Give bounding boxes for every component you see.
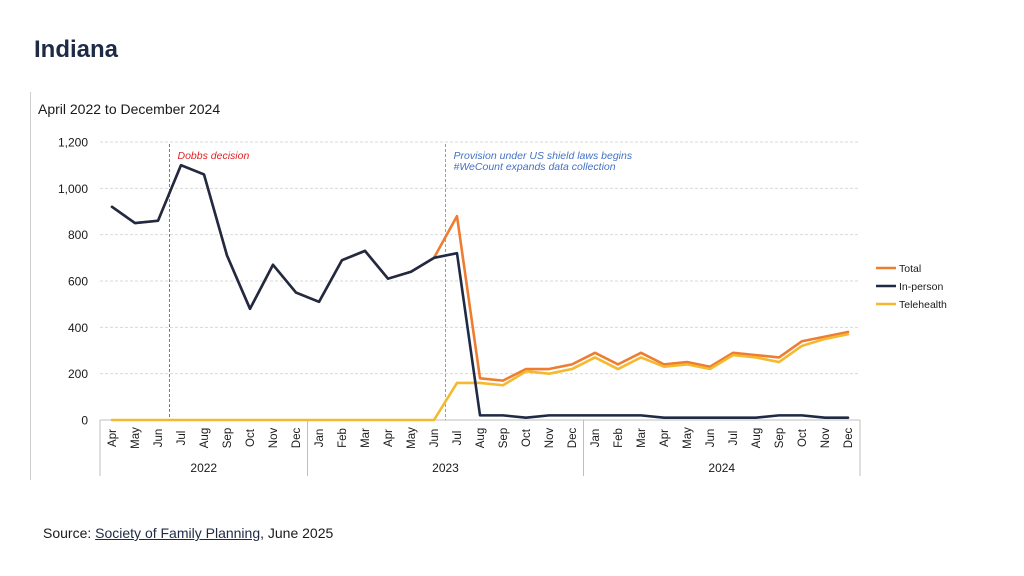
x-tick-label: Jan — [314, 429, 326, 448]
x-tick-label: Mar — [636, 428, 648, 448]
annotation-text: Dobbs decision — [178, 150, 250, 162]
x-tick-label: Dec — [291, 428, 303, 449]
y-tick-label: 1,000 — [58, 182, 88, 196]
source-suffix: , June 2025 — [260, 525, 334, 541]
x-tick-label: Feb — [613, 428, 625, 448]
x-tick-label: Mar — [360, 428, 372, 448]
source-prefix: Source: — [43, 525, 96, 541]
x-tick-label: Jun — [705, 429, 717, 448]
source-link[interactable]: Society of Family Planning — [95, 525, 261, 541]
x-tick-label: Apr — [659, 429, 671, 447]
x-tick-label: Jul — [452, 431, 464, 446]
y-tick-label: 0 — [81, 414, 88, 428]
year-label: 2023 — [432, 461, 459, 475]
x-tick-label: Nov — [820, 428, 832, 449]
x-tick-label: Aug — [475, 428, 487, 448]
x-tick-label: Nov — [268, 428, 280, 449]
page-title: Indiana — [34, 36, 119, 63]
chart-frame-divider — [30, 92, 31, 480]
x-tick-label: Dec — [567, 428, 579, 449]
y-tick-label: 800 — [68, 228, 88, 242]
x-tick-label: May — [682, 427, 694, 449]
x-tick-label: Apr — [383, 429, 395, 447]
year-label: 2022 — [190, 461, 217, 475]
y-tick-label: 600 — [68, 275, 88, 289]
annotation-text: Provision under US shield laws begins — [454, 150, 633, 162]
chart-title: April 2022 to December 2024 — [38, 101, 221, 117]
source-note: Source: Society of Family Planning, June… — [43, 525, 333, 541]
series-line-in-person — [110, 163, 850, 419]
legend-label: In-person — [899, 281, 944, 293]
x-tick-label: Sep — [498, 428, 510, 448]
series-line-telehealth — [110, 332, 850, 422]
x-tick-label: Nov — [544, 428, 556, 449]
x-tick-label: Feb — [337, 428, 349, 448]
x-tick-label: Oct — [245, 428, 257, 447]
x-tick-label: Jun — [429, 429, 441, 448]
x-tick-label: May — [406, 427, 418, 449]
x-tick-label: Sep — [774, 428, 786, 448]
y-tick-label: 200 — [68, 367, 88, 381]
x-tick-label: Sep — [222, 428, 234, 448]
x-tick-label: Aug — [751, 428, 763, 448]
x-tick-label: Dec — [843, 428, 855, 449]
series-line-total — [110, 163, 850, 382]
x-tick-label: Jul — [176, 431, 188, 446]
x-tick-label: Apr — [107, 429, 119, 447]
x-tick-label: Oct — [797, 428, 809, 447]
x-tick-label: Jun — [153, 429, 165, 448]
x-tick-label: Aug — [199, 428, 211, 448]
x-tick-label: Oct — [521, 428, 533, 447]
y-tick-label: 400 — [68, 321, 88, 335]
annotation-text-line2: #WeCount expands data collection — [454, 161, 616, 173]
legend-label: Telehealth — [899, 299, 947, 311]
x-tick-label: Jul — [728, 431, 740, 446]
y-tick-label: 1,200 — [58, 136, 88, 150]
x-tick-label: May — [130, 427, 142, 449]
year-label: 2024 — [708, 461, 735, 475]
legend-label: Total — [899, 263, 921, 275]
x-tick-label: Jan — [590, 429, 602, 448]
